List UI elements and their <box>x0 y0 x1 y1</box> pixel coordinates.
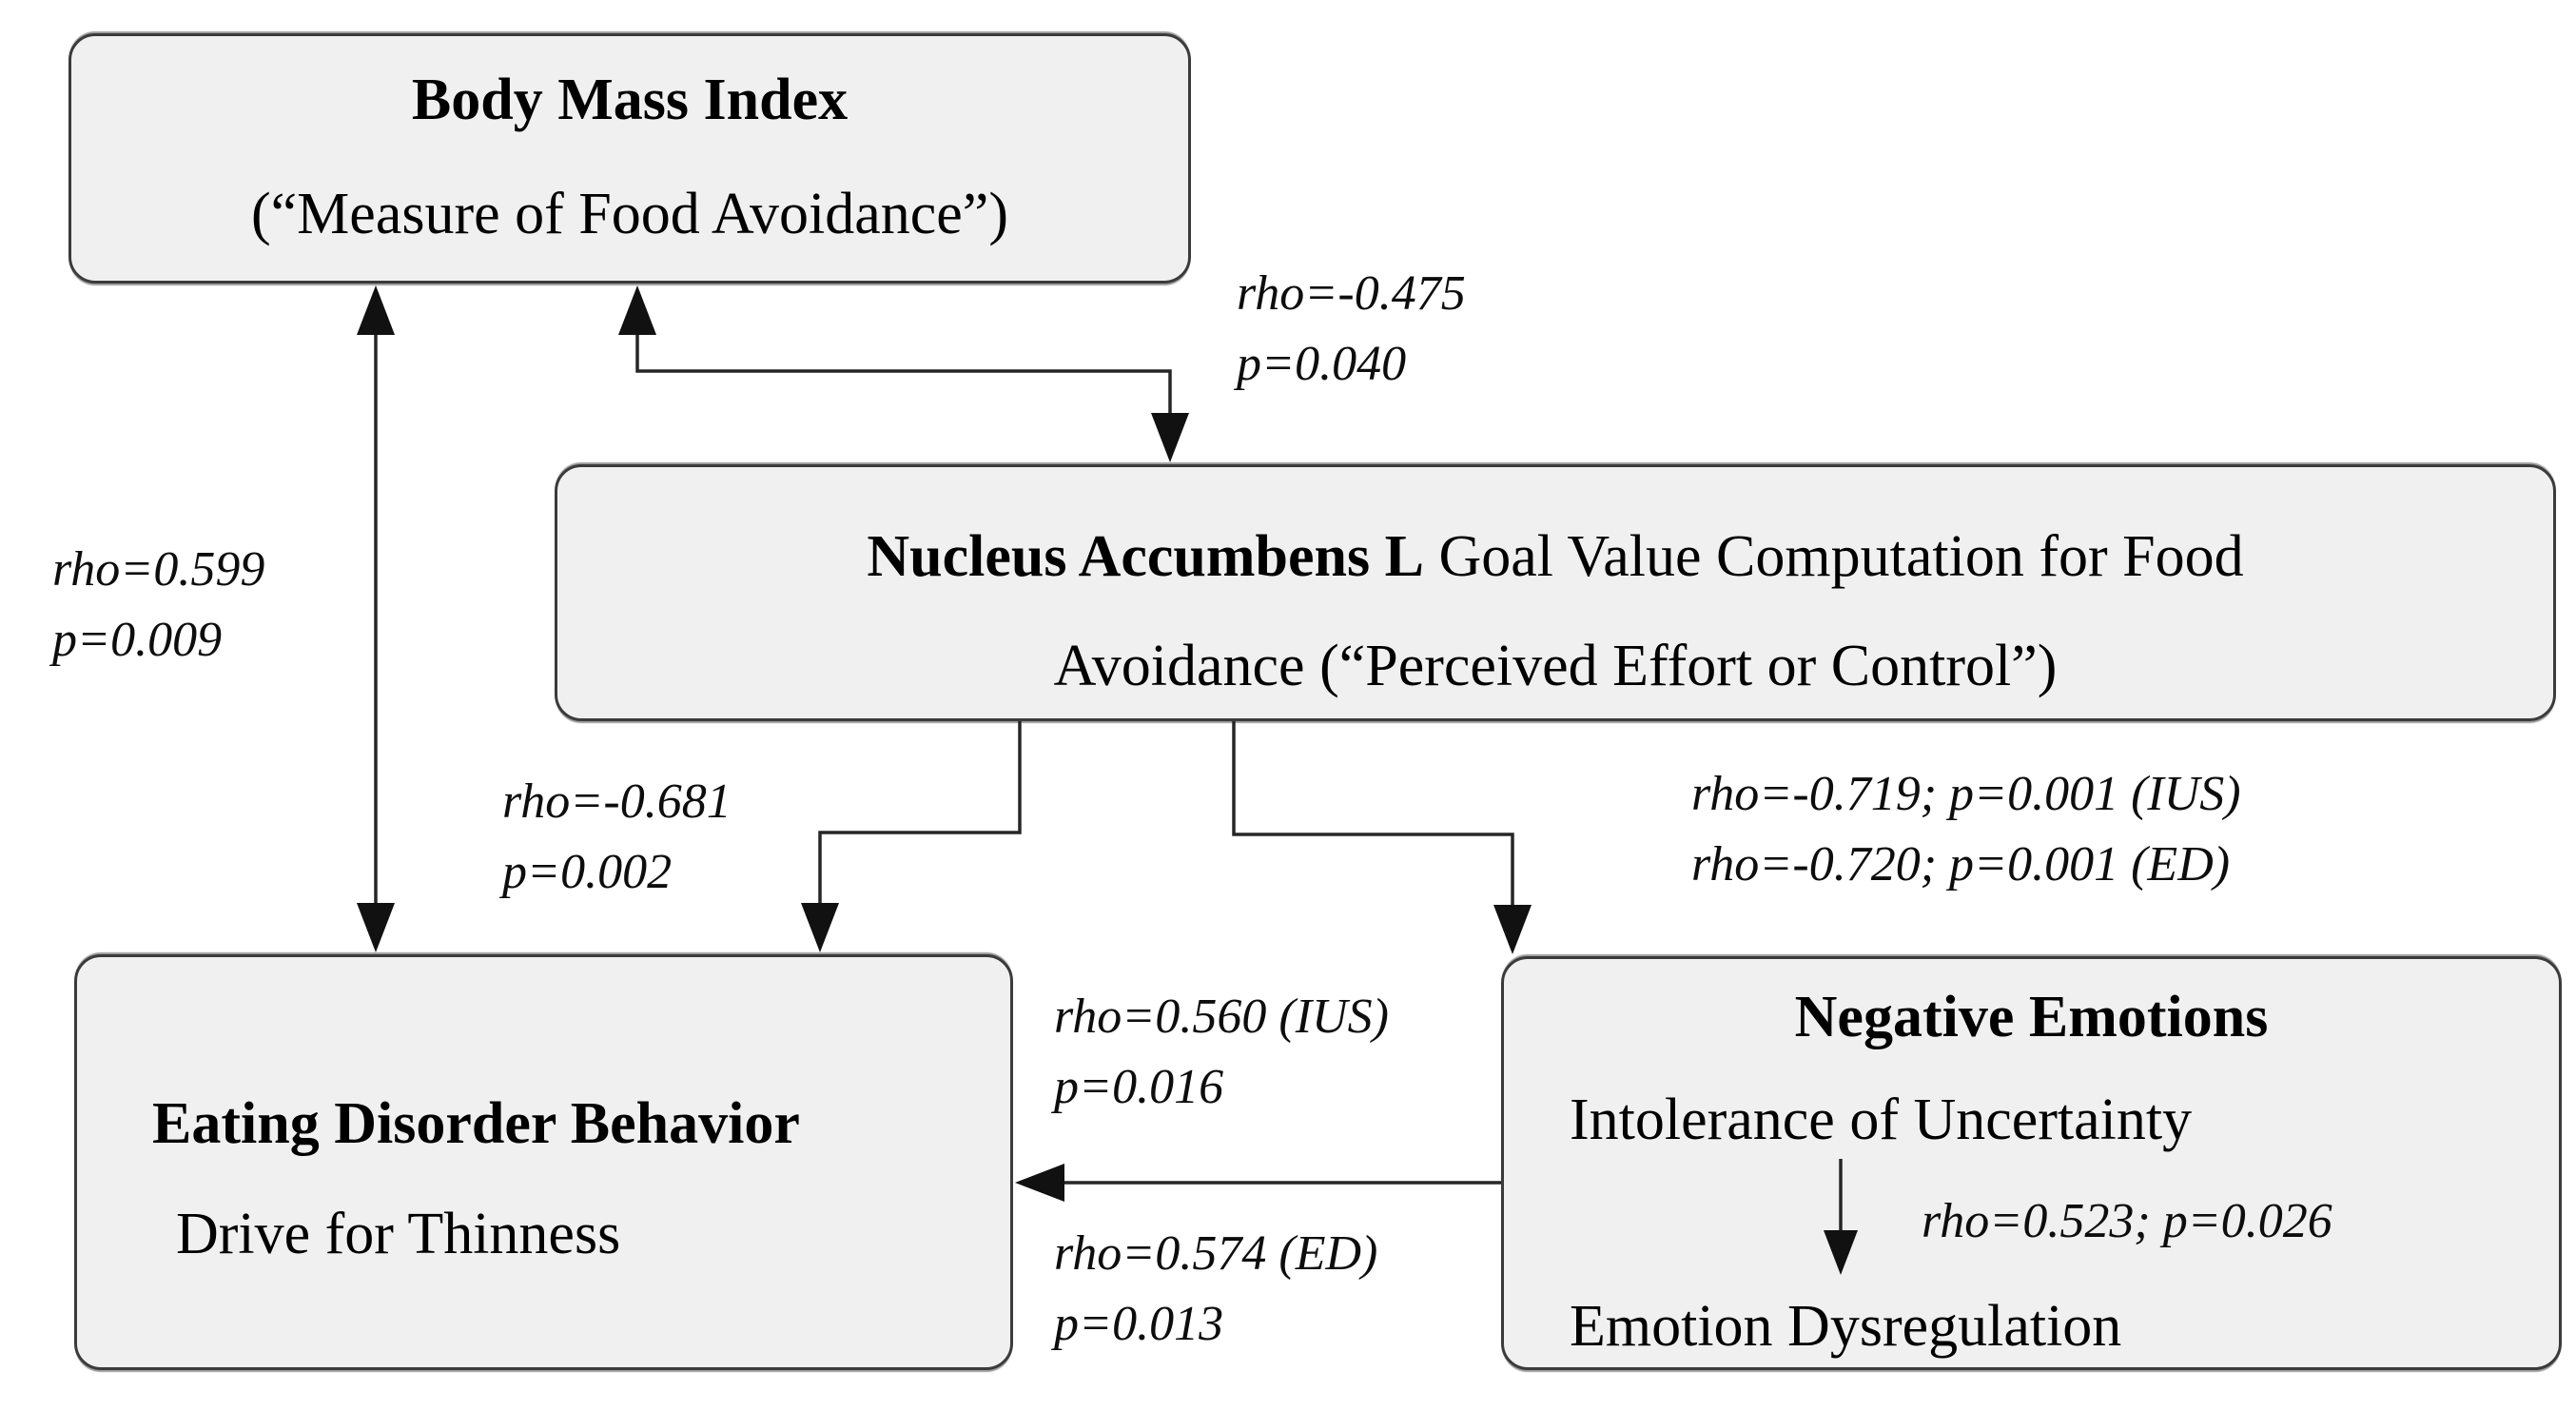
bmi-ed-stat-rho: rho=0.599 <box>52 542 265 597</box>
nacc-ne-stat-ed: rho=-0.720; p=0.001 (ED) <box>1691 837 2231 892</box>
nacc-title-bold-part: Nucleus Accumbens L <box>867 524 1424 589</box>
eating-disorder-box <box>74 954 1013 1370</box>
bmi-nacc-stat: rho=-0.475 p=0.040 <box>1237 259 1466 400</box>
bmi-box <box>68 33 1191 284</box>
emotion-dysregulation-label: Emotion Dysregulation <box>1570 1294 2122 1359</box>
nacc-ed-stat: rho=-0.681 p=0.002 <box>502 767 732 908</box>
ne-ed-stat-above-rho: rho=0.560 (IUS) <box>1054 990 1389 1044</box>
eating-disorder-title: Eating Disorder Behavior <box>152 1091 800 1156</box>
nacc-ed-arrow <box>801 721 1022 952</box>
nacc-title-line2: Avoidance (“Perceived Effort or Control”… <box>1053 634 2058 698</box>
bmi-subtitle: (“Measure of Food Avoidance”) <box>251 182 1008 246</box>
drive-for-thinness-label: Drive for Thinness <box>176 1202 621 1266</box>
bmi-nacc-arrow <box>618 285 1189 462</box>
nacc-ne-arrow <box>1232 721 1532 954</box>
nacc-ed-stat-rho: rho=-0.681 <box>502 774 732 829</box>
bmi-nacc-stat-rho: rho=-0.475 <box>1237 266 1466 321</box>
nacc-title-rest-part: Goal Value Computation for Food <box>1423 524 2244 589</box>
bmi-ed-stat: rho=0.599 p=0.009 <box>52 535 264 676</box>
nacc-ne-stat: rho=-0.719; p=0.001 (IUS) rho=-0.720; p=… <box>1691 759 2241 900</box>
intolerance-of-uncertainty-label: Intolerance of Uncertainty <box>1570 1088 2193 1152</box>
nacc-ed-stat-p: p=0.002 <box>502 845 673 899</box>
negative-emotions-box <box>1501 956 2562 1370</box>
bmi-ed-arrow <box>357 285 395 952</box>
nacc-box <box>555 464 2556 721</box>
bmi-title: Body Mass Index <box>411 68 849 132</box>
ne-ed-stat-below-rho: rho=0.574 (ED) <box>1054 1226 1378 1281</box>
nacc-ne-stat-ius: rho=-0.719; p=0.001 (IUS) <box>1691 767 2241 821</box>
iu-emdys-stat: rho=0.523; p=0.026 <box>1922 1194 2332 1248</box>
ne-ed-arrow <box>1015 1164 1501 1202</box>
bmi-ed-stat-p: p=0.009 <box>52 613 223 667</box>
bmi-nacc-stat-p: p=0.040 <box>1237 337 1407 391</box>
ne-ed-stat-below-p: p=0.013 <box>1054 1297 1224 1351</box>
ne-ed-stat-above-p: p=0.016 <box>1054 1060 1224 1114</box>
negative-emotions-title: Negative Emotions <box>1794 985 2269 1049</box>
ne-ed-stat-below: rho=0.574 (ED) p=0.013 <box>1054 1219 1377 1360</box>
ne-ed-stat-above: rho=0.560 (IUS) p=0.016 <box>1054 982 1389 1123</box>
nacc-title-line1: Nucleus Accumbens L Goal Value Computati… <box>555 519 2556 595</box>
